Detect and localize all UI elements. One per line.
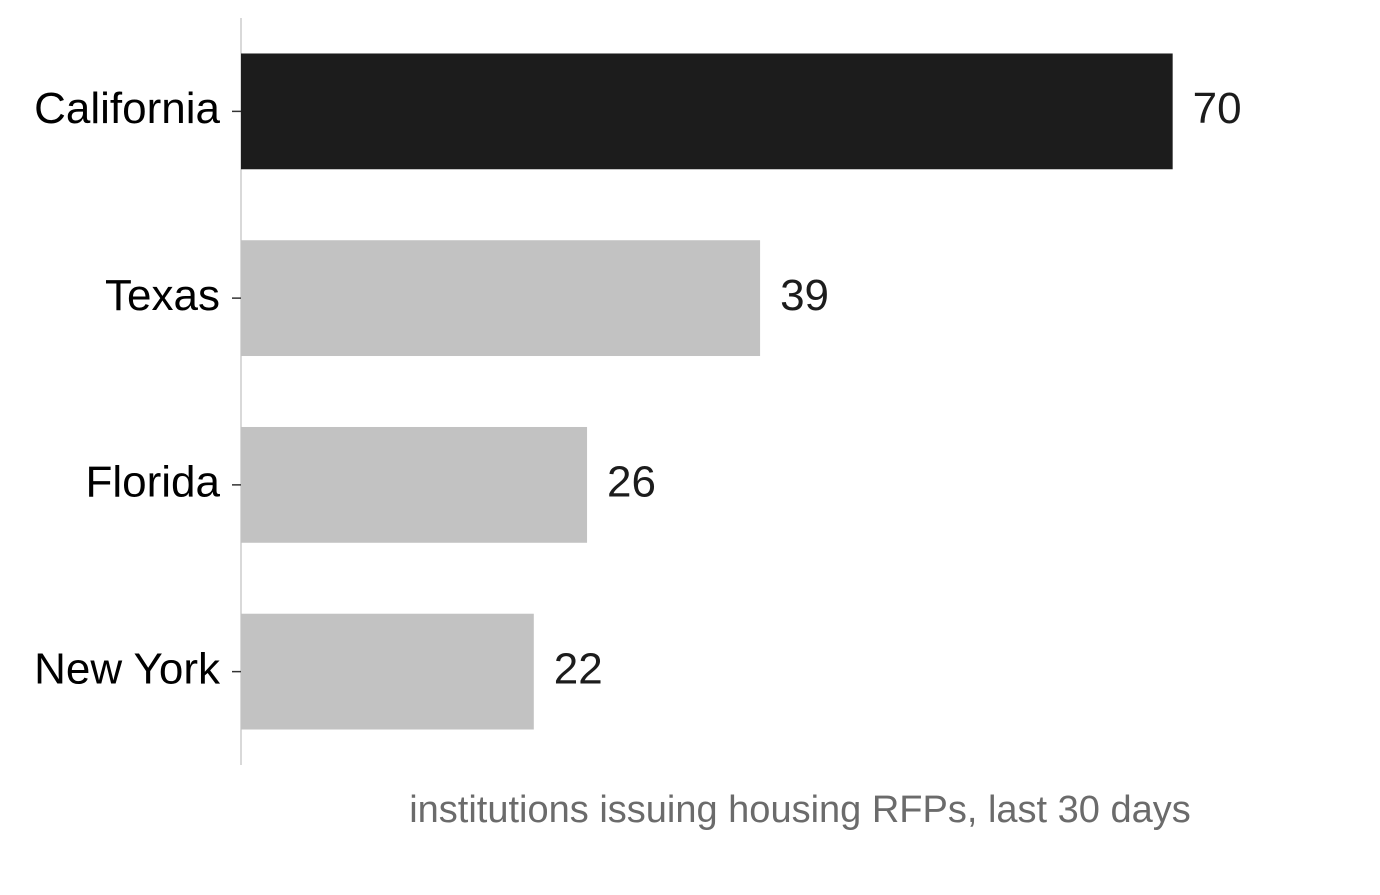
bar [241, 613, 534, 730]
y-tick-label: California [34, 84, 220, 133]
y-tick-label: Texas [105, 271, 220, 320]
y-tick-label: Florida [86, 458, 221, 507]
x-axis-label: institutions issuing housing RFPs, last … [409, 789, 1191, 831]
y-tick-label: New York [34, 644, 221, 693]
value-label: 26 [607, 458, 656, 507]
bar [241, 53, 1173, 170]
value-label: 39 [780, 271, 829, 320]
value-label: 22 [554, 644, 603, 693]
bar [241, 426, 588, 543]
bar [241, 240, 761, 357]
value-label: 70 [1193, 84, 1242, 133]
